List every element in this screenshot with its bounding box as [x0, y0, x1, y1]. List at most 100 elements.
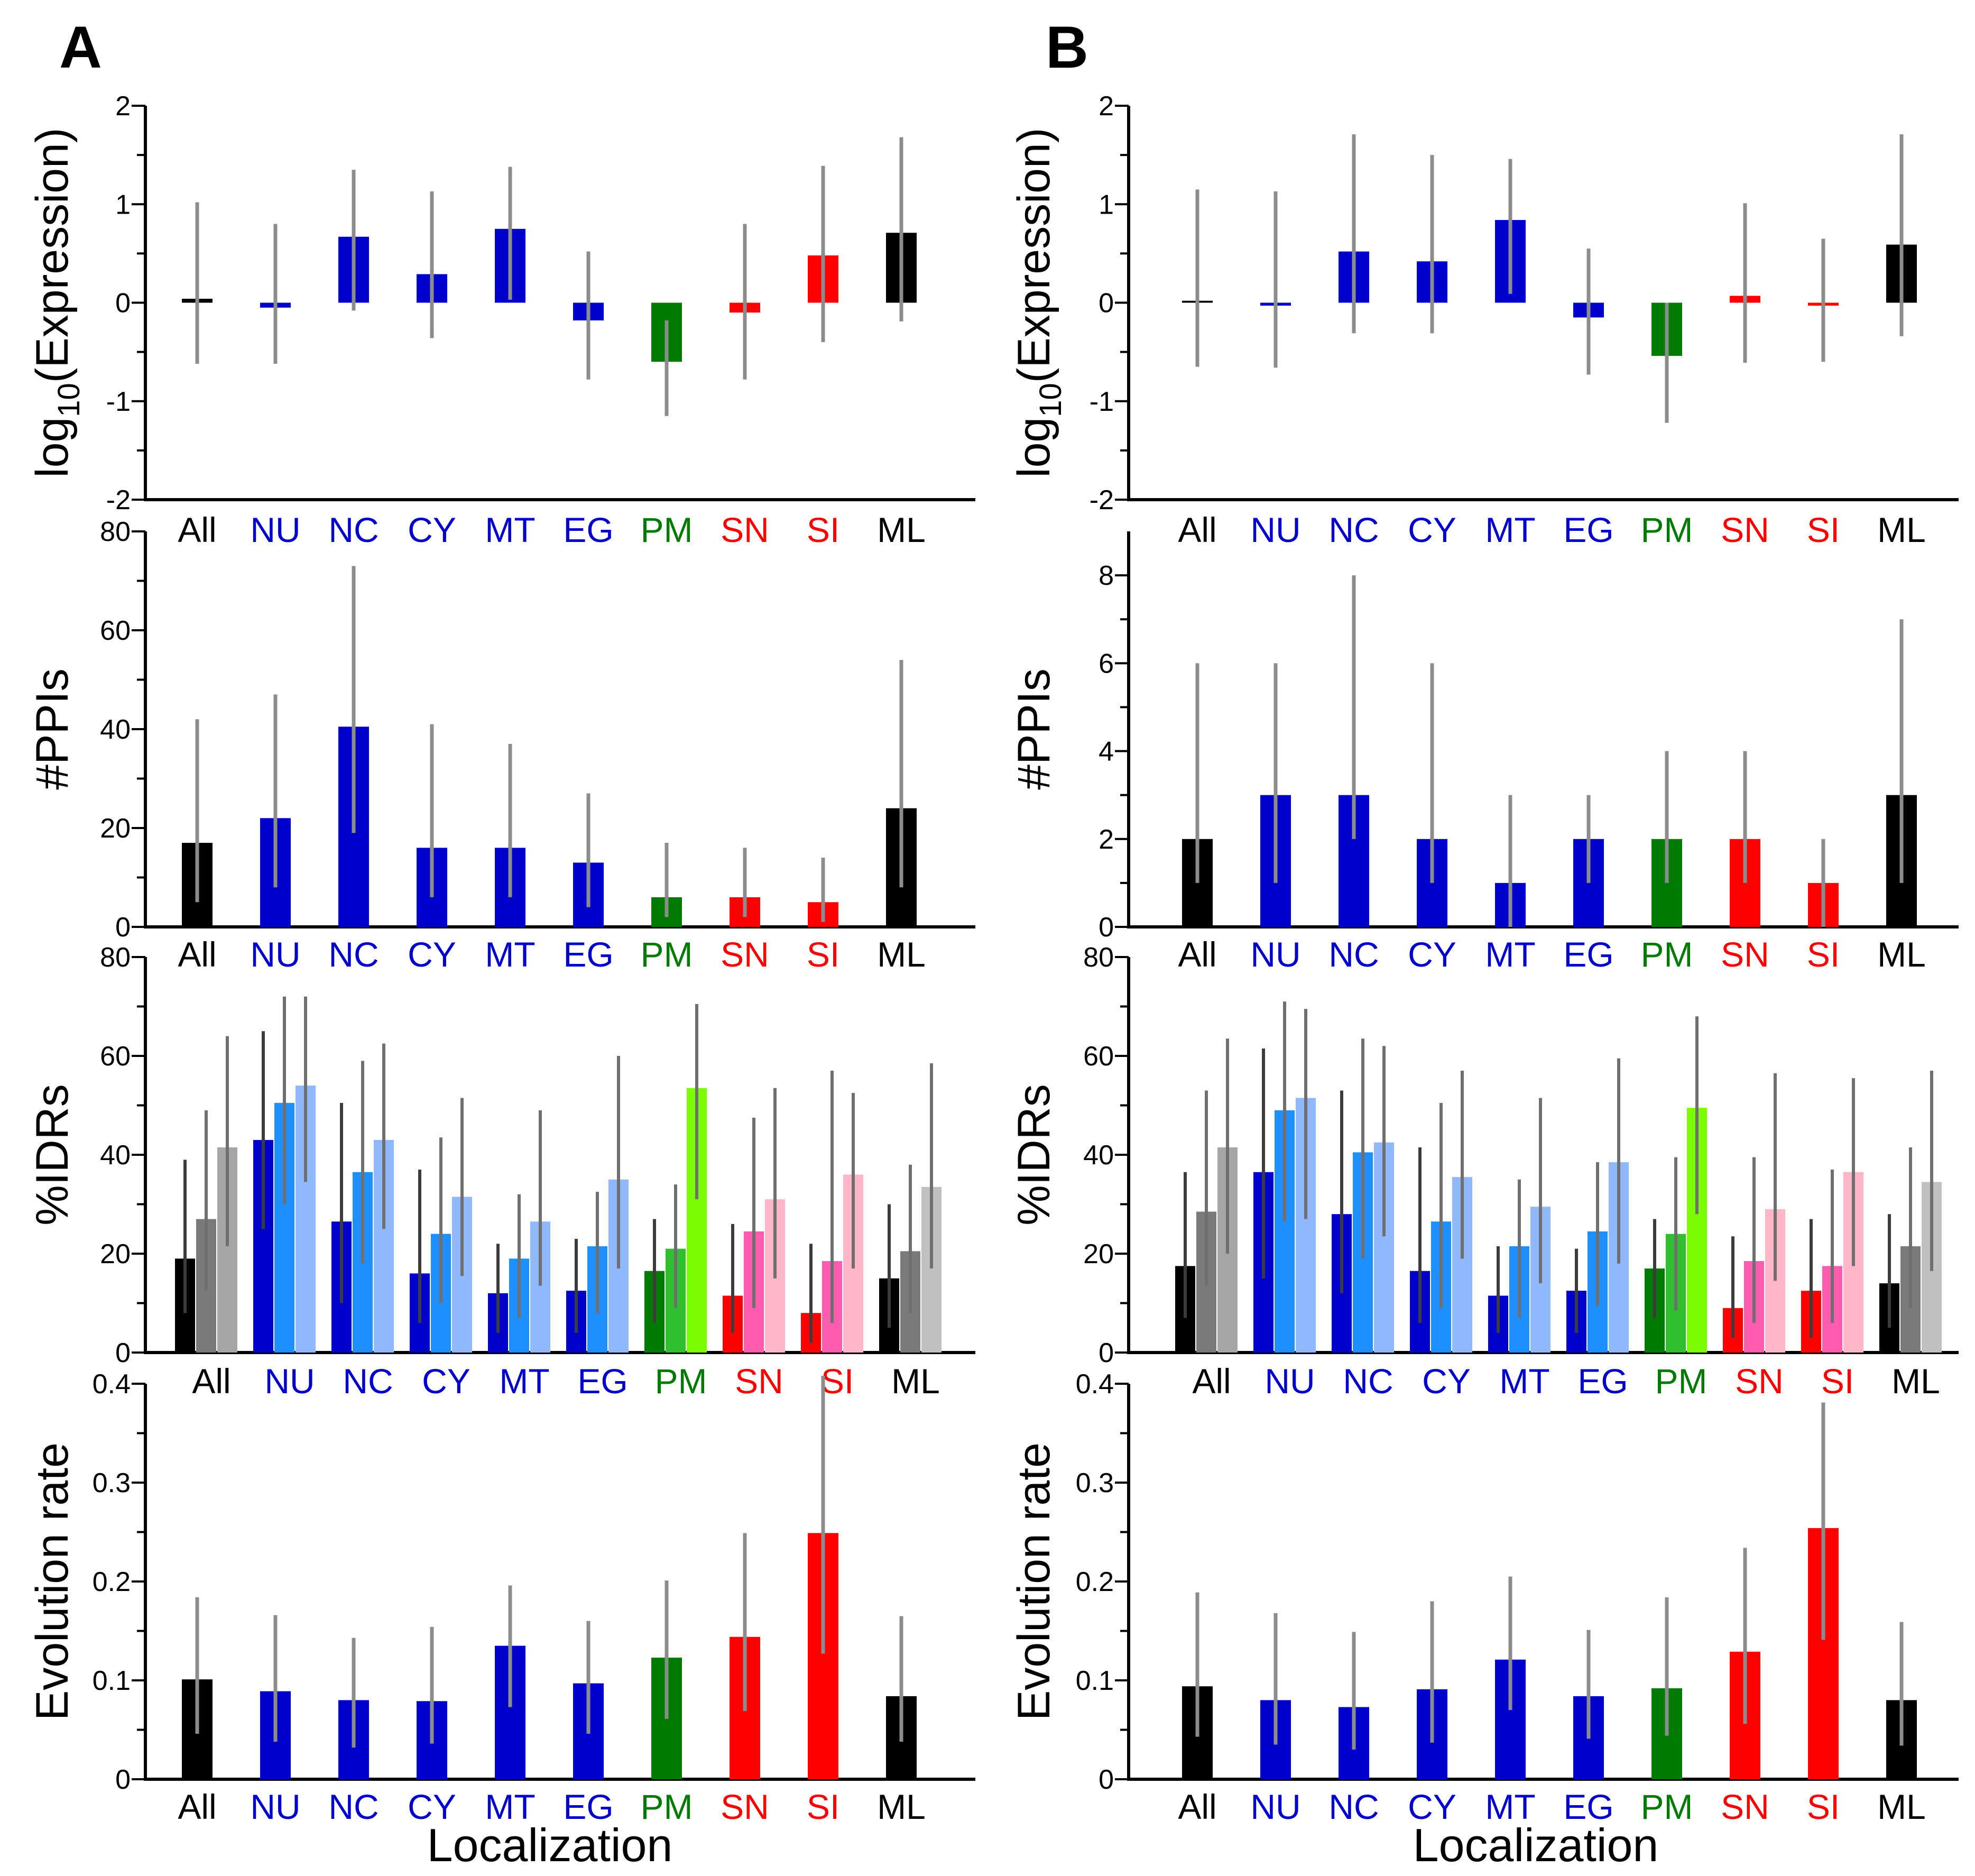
y-tick-label: 2	[1099, 824, 1114, 855]
y-tick-label: 0	[115, 1764, 131, 1795]
y-tick-label: 80	[100, 942, 131, 973]
y-tick-label: 0.4	[1076, 1369, 1114, 1400]
y-axis-title: %IDRs	[1009, 1084, 1059, 1226]
chart-1-a: -2 -1 0 1 2 log10(Expression) All NU NC CY MT EG PM S…	[27, 91, 975, 549]
category-label-pm: PM	[1655, 1362, 1708, 1401]
y-tick-label: -1	[106, 387, 131, 417]
category-label-all: All	[192, 1362, 230, 1401]
category-label-ml: ML	[1877, 1787, 1926, 1826]
y-tick-label: 0.4	[93, 1369, 131, 1400]
category-label-nc: NC	[1343, 1362, 1393, 1401]
y-axis-title: log10(Expression)	[1009, 128, 1068, 478]
category-label-mt: MT	[485, 935, 535, 974]
category-label-all: All	[1178, 510, 1216, 549]
category-label-all: All	[1178, 1787, 1216, 1826]
x-axis-title-a: Localization	[427, 1819, 673, 1871]
y-tick-label: 40	[100, 714, 131, 745]
category-label-mt: MT	[1485, 935, 1535, 974]
category-label-all: All	[1192, 1362, 1231, 1401]
category-label-nu: NU	[264, 1362, 315, 1401]
category-label-nu: NU	[250, 1787, 300, 1826]
category-label-all: All	[178, 935, 216, 974]
category-label-nu: NU	[1265, 1362, 1315, 1401]
y-tick-label: 8	[1099, 560, 1114, 591]
category-label-eg: EG	[563, 1787, 613, 1826]
category-label-mt: MT	[1499, 1362, 1549, 1401]
category-label-si: SI	[807, 510, 839, 549]
y-tick-label: 0	[1099, 288, 1114, 319]
y-axis-title: Evolution rate	[1009, 1442, 1059, 1721]
chart-4-b: 0 0.1 0.2 0.3 0.4 Evolution rate All NU NC CY MT EG…	[1009, 1369, 1959, 1826]
category-label-ml: ML	[891, 1362, 940, 1401]
category-label-eg: EG	[577, 1362, 627, 1401]
y-tick-label: 20	[1083, 1239, 1114, 1270]
category-label-si: SI	[1807, 1787, 1840, 1826]
category-label-eg: EG	[563, 935, 613, 974]
chart-3-b: 0 20 40 60 80 %IDRs All NU NC CY MT EG PM SN SI ML	[1009, 942, 1959, 1401]
y-tick-label: 0.3	[93, 1468, 131, 1498]
y-tick-label: 1	[115, 189, 131, 220]
category-label-nc: NC	[1328, 510, 1379, 549]
category-label-pm: PM	[641, 935, 693, 974]
category-label-si: SI	[807, 1787, 839, 1826]
category-label-sn: SN	[721, 935, 769, 974]
category-label-sn: SN	[735, 1362, 783, 1401]
y-tick-label: 0.3	[1076, 1468, 1114, 1498]
category-label-all: All	[178, 510, 216, 549]
y-tick-label: 60	[100, 615, 131, 646]
category-label-ml: ML	[1877, 510, 1926, 549]
y-tick-label: 2	[115, 91, 131, 122]
category-label-nc: NC	[343, 1362, 393, 1401]
category-label-ml: ML	[1891, 1362, 1940, 1401]
y-axis-title: #PPIs	[27, 668, 78, 789]
y-tick-label: 60	[1083, 1041, 1114, 1072]
y-tick-label: 0	[115, 1338, 131, 1368]
category-label-nc: NC	[328, 1787, 379, 1826]
category-label-nc: NC	[328, 510, 379, 549]
y-axis-title: log10(Expression)	[27, 128, 86, 478]
category-label-cy: CY	[422, 1362, 470, 1401]
category-label-pm: PM	[641, 510, 693, 549]
y-tick-label: 40	[1083, 1140, 1114, 1171]
y-axis-title: %IDRs	[27, 1084, 78, 1226]
category-label-nu: NU	[250, 510, 300, 549]
panel-label-a: A	[59, 14, 102, 80]
category-label-cy: CY	[1408, 510, 1456, 549]
category-label-sn: SN	[721, 510, 769, 549]
category-label-nu: NU	[1250, 510, 1300, 549]
y-tick-label: 0	[115, 288, 131, 319]
y-tick-label: 6	[1099, 648, 1114, 679]
category-label-nc: NC	[328, 935, 379, 974]
x-axis-title-b: Localization	[1413, 1819, 1659, 1871]
y-axis-title: #PPIs	[1009, 668, 1059, 789]
category-label-pm: PM	[1641, 935, 1693, 974]
category-label-cy: CY	[408, 935, 456, 974]
category-label-cy: CY	[1408, 935, 1456, 974]
category-label-cy: CY	[408, 1787, 456, 1826]
y-tick-label: 2	[1099, 91, 1114, 122]
category-label-si: SI	[1807, 510, 1840, 549]
y-tick-label: 40	[100, 1140, 131, 1171]
y-tick-label: 80	[1083, 942, 1114, 973]
y-tick-label: 4	[1099, 737, 1114, 767]
category-label-nc: NC	[1328, 1787, 1379, 1826]
category-label-ml: ML	[877, 510, 926, 549]
category-label-ml: ML	[1877, 935, 1926, 974]
category-label-mt: MT	[1485, 1787, 1535, 1826]
y-tick-label: 20	[100, 1239, 131, 1270]
panel-label-b: B	[1046, 14, 1088, 80]
category-label-mt: MT	[485, 510, 535, 549]
category-label-mt: MT	[1485, 510, 1535, 549]
charts: -2 -1 0 1 2 log10(Expression) All NU NC CY MT EG PM S…	[27, 91, 1959, 1826]
category-label-all: All	[1178, 935, 1216, 974]
y-tick-label: 0	[115, 912, 131, 943]
y-tick-label: 0.1	[1076, 1666, 1114, 1696]
y-tick-label: 0	[1099, 1764, 1114, 1795]
category-label-eg: EG	[563, 510, 613, 549]
y-axis-title: Evolution rate	[27, 1442, 78, 1721]
y-tick-label: 0.2	[1076, 1567, 1114, 1597]
chart-1-b: -2 -1 0 1 2 log10(Expression) All NU NC CY MT EG PM S…	[1009, 91, 1959, 549]
category-label-eg: EG	[1577, 1362, 1628, 1401]
y-tick-label: 0	[1099, 1338, 1114, 1368]
category-label-sn: SN	[1721, 1787, 1769, 1826]
